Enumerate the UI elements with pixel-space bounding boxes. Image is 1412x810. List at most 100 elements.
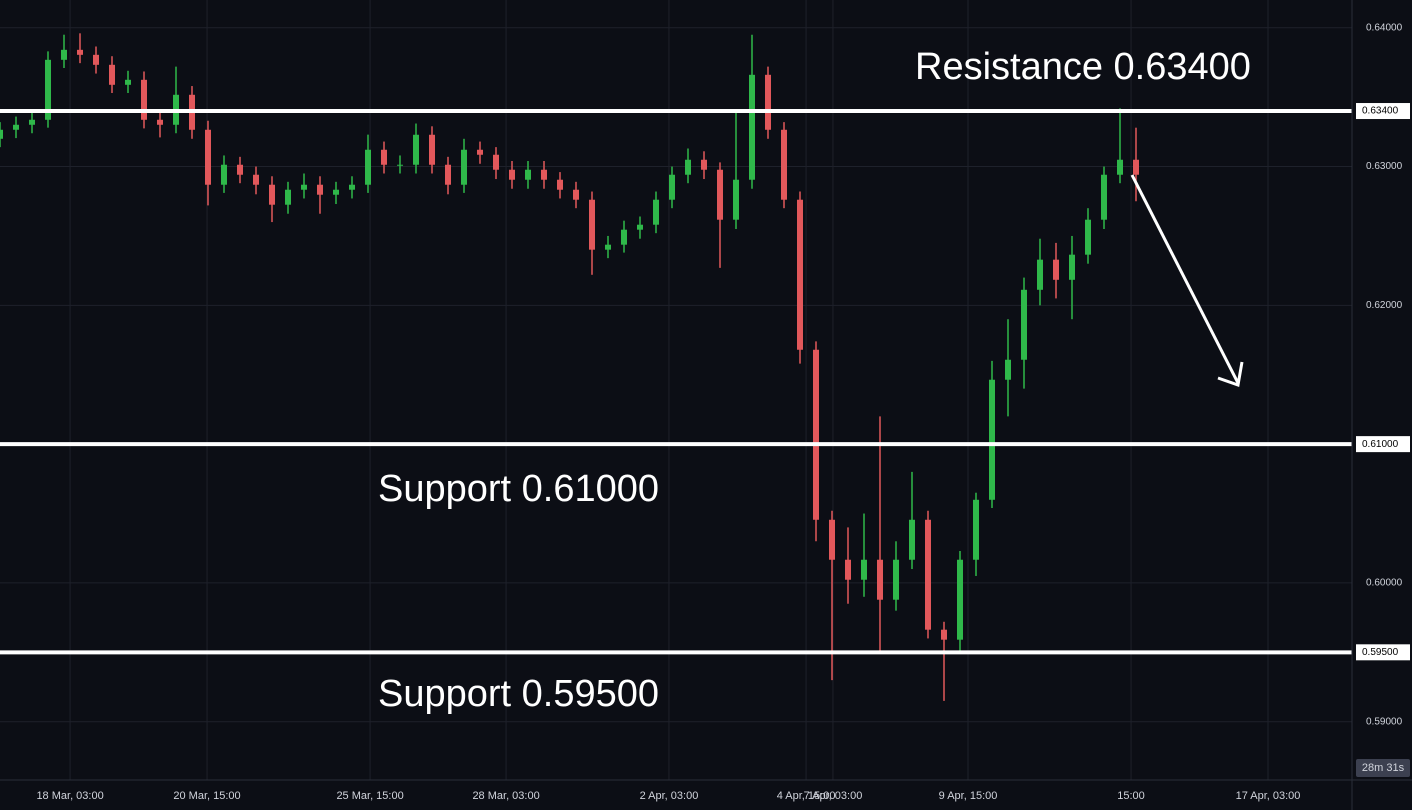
candle-body [1053,259,1059,280]
candle-body [429,134,435,165]
x-tick-label: 25 Mar, 15:00 [336,790,403,802]
candle-body [541,169,547,180]
candle-body [957,559,963,640]
candle-body [13,124,19,130]
y-tick-label: 0.62000 [1366,300,1403,311]
candle-body [349,184,355,190]
y-tick-label: 0.64000 [1366,22,1403,33]
candle-body [941,629,947,640]
candle-body [1101,174,1107,220]
x-tick-label: 17 Apr, 03:00 [1236,790,1301,802]
candle-body [413,134,419,165]
candle-body [509,169,515,180]
x-tick-label: 18 Mar, 03:00 [36,790,103,802]
level-label-box [1356,436,1410,453]
candle-body [301,184,307,190]
candle-body [77,49,83,55]
candle-body [621,229,627,245]
countdown: 28m 31s [1362,762,1405,774]
candle-body [317,184,323,195]
y-tick-label: 0.63000 [1366,161,1403,172]
candle-body [397,164,403,166]
candle-body [0,129,3,139]
candle-body [445,164,451,185]
x-tick-label: 4 Apr, 15:00 [777,790,836,802]
candle-body [925,519,931,630]
candle-body [125,79,131,85]
annotation: Resistance 0.63400 [915,46,1251,88]
candle-body [781,129,787,200]
candle-body [461,149,467,185]
arrow-head [1217,361,1244,388]
candle-body [253,174,259,185]
candle-body [1117,159,1123,175]
x-tick-label: 20 Mar, 15:00 [173,790,240,802]
candle-body [61,49,67,60]
candle-body [813,349,819,520]
candle-body [877,559,883,600]
candle-body [557,179,563,190]
candle-body [205,129,211,185]
candle-body [333,189,339,195]
grid [0,0,1352,780]
candle-body [637,224,643,230]
candle-body [589,199,595,250]
candle-body [909,519,915,560]
x-tick-label: 2 Apr, 03:00 [640,790,699,802]
level-label-box [1356,644,1410,661]
level-label: 0.59500 [1362,647,1399,658]
candle-body [653,199,659,225]
level-label: 0.61000 [1362,439,1399,450]
candle-body [1069,254,1075,280]
candle-body [1021,289,1027,360]
y-tick-label: 0.59000 [1366,716,1403,727]
trend-arrow [1130,174,1240,384]
candle-body [237,164,243,175]
candle-body [109,64,115,85]
candle-body [829,519,835,560]
candle-body [749,74,755,180]
candle-body [797,199,803,350]
candle-body [685,159,691,175]
annotation: Support 0.59500 [378,673,659,715]
candle-body [1005,359,1011,380]
candle-body [93,54,99,65]
candle-body [845,559,851,580]
candle-body [765,74,771,130]
candle-body [157,119,163,125]
candle-body [29,119,35,125]
candle-body [605,244,611,250]
countdown-box [1356,759,1410,777]
y-tick-label: 0.60000 [1366,578,1403,589]
candle-body [221,164,227,185]
candle-body [1037,259,1043,290]
candle-body [45,59,51,120]
candle-body [973,499,979,560]
candle-body [861,559,867,580]
levels [0,109,1352,655]
candle-body [381,149,387,165]
level-label-box [1356,103,1410,120]
candle-body [269,184,275,205]
candle-body [477,149,483,155]
x-tick-label: 28 Mar, 03:00 [472,790,539,802]
candle-body [1133,159,1139,175]
candle-body [285,189,291,205]
candle-body [573,189,579,200]
candle-body [1085,219,1091,255]
x-tick-label: 9 Apr, 15:00 [939,790,998,802]
x-tick-label: 7 Apr, 03:00 [804,790,863,802]
candle-body [365,149,371,185]
candle-body [669,174,675,200]
candle-body [141,79,147,120]
candles [0,33,1139,701]
candle-body [525,169,531,180]
candle-body [717,169,723,220]
annotation: Support 0.61000 [378,468,659,510]
x-tick-label: 15:00 [1117,790,1145,802]
candle-body [493,154,499,170]
level-label: 0.63400 [1362,106,1399,117]
